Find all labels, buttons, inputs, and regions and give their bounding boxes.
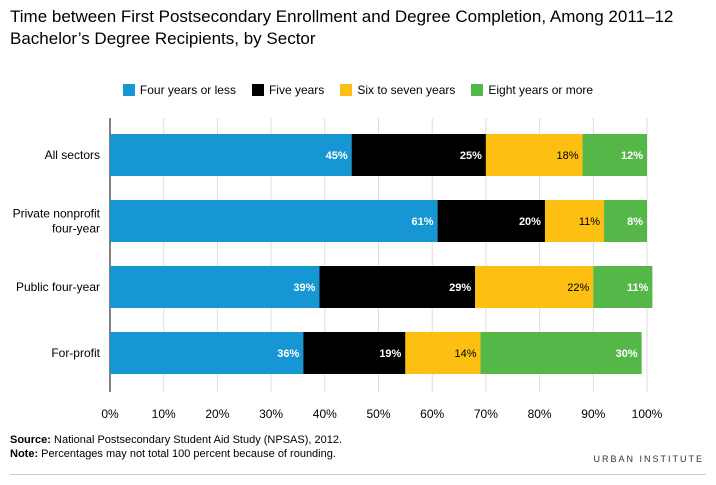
legend-swatch xyxy=(122,84,135,96)
source-line: Source: National Postsecondary Student A… xyxy=(10,433,342,447)
category-label-line: Public four-year xyxy=(16,280,100,294)
x-tick-label: 30% xyxy=(259,407,283,421)
data-label: 22% xyxy=(567,282,589,294)
note-label: Note: xyxy=(10,448,39,460)
data-label: 29% xyxy=(449,282,471,294)
x-tick-label: 100% xyxy=(632,407,663,421)
bar-segment xyxy=(319,266,476,308)
x-tick-label: 80% xyxy=(528,407,552,421)
x-tick-label: 70% xyxy=(474,407,498,421)
legend-swatch xyxy=(471,84,484,96)
data-label: 25% xyxy=(460,150,482,162)
data-label: 8% xyxy=(627,216,643,228)
data-label: 12% xyxy=(621,150,643,162)
legend-item-five-years: Five years xyxy=(251,83,325,97)
data-label: 18% xyxy=(557,150,579,162)
legend-item-six-to-seven-years: Six to seven years xyxy=(340,83,455,97)
bar-segment xyxy=(351,134,486,176)
chart-legend: Four years or less Five years Six to sev… xyxy=(0,80,716,100)
bar-segment xyxy=(485,134,583,176)
x-tick-label: 0% xyxy=(101,407,119,421)
category-label: Private nonprofit four-year xyxy=(13,207,101,236)
bar-segment xyxy=(480,332,642,374)
data-label: 36% xyxy=(277,348,299,360)
x-tick-label: 50% xyxy=(366,407,390,421)
legend-item-eight-years-or-more: Eight years or more xyxy=(471,83,593,97)
bar-segment xyxy=(604,200,647,242)
x-tick-label: 20% xyxy=(205,407,229,421)
x-tick-label: 90% xyxy=(581,407,605,421)
data-label: 19% xyxy=(379,348,401,360)
legend-label: Eight years or more xyxy=(488,83,594,97)
source-label: Source: xyxy=(10,434,51,446)
x-tick-label: 10% xyxy=(152,407,176,421)
category-label: All sectors xyxy=(45,148,100,162)
data-label: 14% xyxy=(454,348,476,360)
stacked-bar-chart: 0% 10% 20% 30% 40% 50% 60% 70% 80% 90% 100% All sec… xyxy=(13,118,663,421)
bar-segment xyxy=(544,200,605,242)
legend-label: Five years xyxy=(268,83,325,97)
legend-item-four-years-or-less: Four years or less xyxy=(122,83,236,97)
bar-segment xyxy=(110,332,304,374)
source-text: National Postsecondary Student Aid Study… xyxy=(50,434,343,446)
data-label: 61% xyxy=(412,216,434,228)
bar-segment xyxy=(405,332,481,374)
bar-segment xyxy=(593,266,653,308)
legend-label: Six to seven years xyxy=(357,83,456,97)
bar-segment xyxy=(110,266,320,308)
bar-segment xyxy=(110,200,438,242)
bar-segment xyxy=(475,266,594,308)
category-label-line: Private nonprofit xyxy=(13,207,101,221)
bar-segment xyxy=(110,134,352,176)
note-text: Percentages may not total 100 percent be… xyxy=(38,448,336,460)
data-label: 39% xyxy=(293,282,315,294)
category-label: Public four-year xyxy=(16,280,100,294)
data-label: 11% xyxy=(579,216,600,228)
category-label: For-profit xyxy=(51,346,100,360)
bar-segment xyxy=(303,332,406,374)
bar-segment xyxy=(582,134,647,176)
category-label-line: All sectors xyxy=(45,148,100,162)
data-label: 11% xyxy=(627,282,649,294)
x-tick-label: 60% xyxy=(420,407,444,421)
category-label-line: For-profit xyxy=(51,346,100,360)
note-line: Note: Percentages may not total 100 perc… xyxy=(10,447,342,461)
legend-label: Four years or less xyxy=(139,83,236,97)
category-label-line: four-year xyxy=(52,222,100,236)
chart-footer: Source: National Postsecondary Student A… xyxy=(10,433,342,461)
bar-segment xyxy=(437,200,545,242)
x-tick-label: 40% xyxy=(313,407,337,421)
data-label: 20% xyxy=(519,216,541,228)
data-label: 30% xyxy=(616,348,638,360)
chart-title: Time between First Postsecondary Enrollm… xyxy=(10,7,674,48)
brand-logo: URBAN INSTITUTE xyxy=(593,454,704,464)
data-label: 45% xyxy=(326,150,348,162)
legend-swatch xyxy=(340,84,353,96)
legend-swatch xyxy=(251,84,264,96)
footer-divider xyxy=(10,474,706,475)
